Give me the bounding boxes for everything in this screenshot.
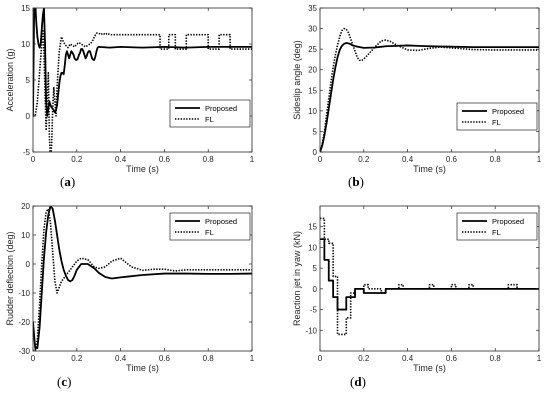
series-line-proposed [320, 238, 539, 311]
x-tick-label: 0 [318, 155, 323, 164]
y-tick-label: 25 [308, 45, 317, 54]
y-tick-label: -10 [18, 289, 30, 298]
plot-frame [32, 205, 253, 352]
x-tick-label: 0.2 [71, 155, 83, 164]
panel-label: (c) [57, 374, 71, 389]
legend-label-proposed: Proposed [492, 107, 524, 116]
y-tick-label: 30 [308, 25, 317, 34]
y-tick-label: 20 [308, 66, 317, 75]
x-tick-label: 0.4 [115, 354, 127, 363]
x-tick-label: 0.6 [446, 155, 458, 164]
x-axis-title: Time (s) [413, 363, 446, 373]
y-tick-label: 5 [313, 264, 318, 273]
x-tick-label: 1 [250, 155, 255, 164]
y-tick-label: -10 [305, 326, 317, 335]
x-axis-title: Time (s) [126, 363, 159, 373]
x-tick-label: 0.6 [446, 354, 458, 363]
y-tick-label: 0 [313, 285, 318, 294]
y-tick-label: 15 [308, 86, 317, 95]
legend-label-fl: FL [205, 115, 214, 124]
legend: Proposed FL [456, 102, 538, 131]
x-tick-label: 0.8 [203, 354, 215, 363]
y-tick-label: 10 [308, 107, 317, 116]
x-tick-label: 0 [318, 354, 323, 363]
y-tick-label: 10 [21, 231, 30, 240]
legend-label-fl: FL [205, 228, 214, 237]
y-tick-label: 0 [26, 112, 31, 121]
legend: Proposed FL [169, 99, 251, 128]
legend-box [456, 212, 538, 241]
y-tick-label: 15 [21, 4, 30, 13]
y-tick-label: 20 [21, 202, 30, 211]
x-tick-label: 0.4 [402, 155, 414, 164]
plot-frame [319, 205, 540, 352]
y-tick-label: -5 [23, 148, 31, 157]
x-tick-label: 0 [31, 155, 36, 164]
y-tick-label: 10 [21, 40, 30, 49]
y-tick-label: 5 [26, 76, 31, 85]
plot-frame [32, 7, 253, 153]
legend: Proposed FL [169, 212, 251, 241]
x-tick-label: 0 [31, 354, 36, 363]
x-tick-label: 0.2 [71, 354, 83, 363]
panel-label: (d) [350, 374, 366, 389]
series-line-fl [33, 28, 252, 152]
panel-label: (b) [348, 174, 364, 189]
x-tick-label: 0.8 [490, 354, 502, 363]
x-tick-label: 0.2 [358, 354, 370, 363]
x-tick-label: 0.6 [159, 354, 171, 363]
y-tick-label: 10 [308, 243, 317, 252]
y-tick-label: 0 [26, 260, 31, 269]
x-tick-label: 1 [250, 354, 255, 363]
x-tick-label: 0.2 [358, 155, 370, 164]
series-line-fl [320, 27, 539, 152]
x-tick-label: 0.4 [115, 155, 127, 164]
legend-label-fl: FL [492, 118, 501, 127]
series-line-proposed [33, 206, 252, 350]
y-tick-label: -30 [18, 347, 30, 356]
series-line-proposed [320, 42, 539, 152]
legend: Proposed FL [456, 212, 538, 241]
y-tick-label: 15 [308, 223, 317, 232]
legend-box [456, 102, 538, 131]
x-tick-label: 1 [537, 155, 542, 164]
panel-label: (a) [60, 174, 75, 189]
x-axis-title: Time (s) [126, 164, 159, 174]
x-tick-label: 0.8 [490, 155, 502, 164]
x-axis-title: Time (s) [413, 164, 446, 174]
legend-label-fl: FL [492, 228, 501, 237]
x-tick-label: 0.4 [402, 354, 414, 363]
legend-box [169, 99, 251, 128]
x-tick-label: 0.8 [203, 155, 215, 164]
y-axis-title: Reaction jet in yaw (kN) [292, 231, 302, 326]
y-tick-label: -20 [18, 318, 30, 327]
chart-panel-d: 0 0.2 0.4 0.6 0.8 1 -10 -5 0 5 10 15 Time (s) Reactio… [292, 205, 542, 389]
y-axis-title: Rudder deflection (deg) [5, 231, 15, 325]
x-tick-label: 1 [537, 354, 542, 363]
x-tick-label: 0.6 [159, 155, 171, 164]
y-tick-label: 5 [313, 127, 318, 136]
y-tick-label: 0 [313, 148, 318, 157]
y-axis-title: Sideslip angle (deg) [292, 40, 302, 120]
plot-frame [319, 7, 540, 153]
y-tick-label: 35 [308, 4, 317, 13]
series-line-proposed [33, 8, 252, 117]
legend-label-proposed: Proposed [205, 217, 237, 226]
series-line-fl [33, 208, 252, 351]
y-tick-label: -5 [310, 306, 318, 315]
chart-panel-c: 0 0.2 0.4 0.6 0.8 1 -30 -20 -10 0 10 20 Time (s) Rudd… [5, 202, 255, 389]
legend-label-proposed: Proposed [492, 217, 524, 226]
legend-box [169, 212, 251, 241]
y-axis-title: Acceleration (g) [5, 48, 15, 111]
legend-label-proposed: Proposed [205, 104, 237, 113]
